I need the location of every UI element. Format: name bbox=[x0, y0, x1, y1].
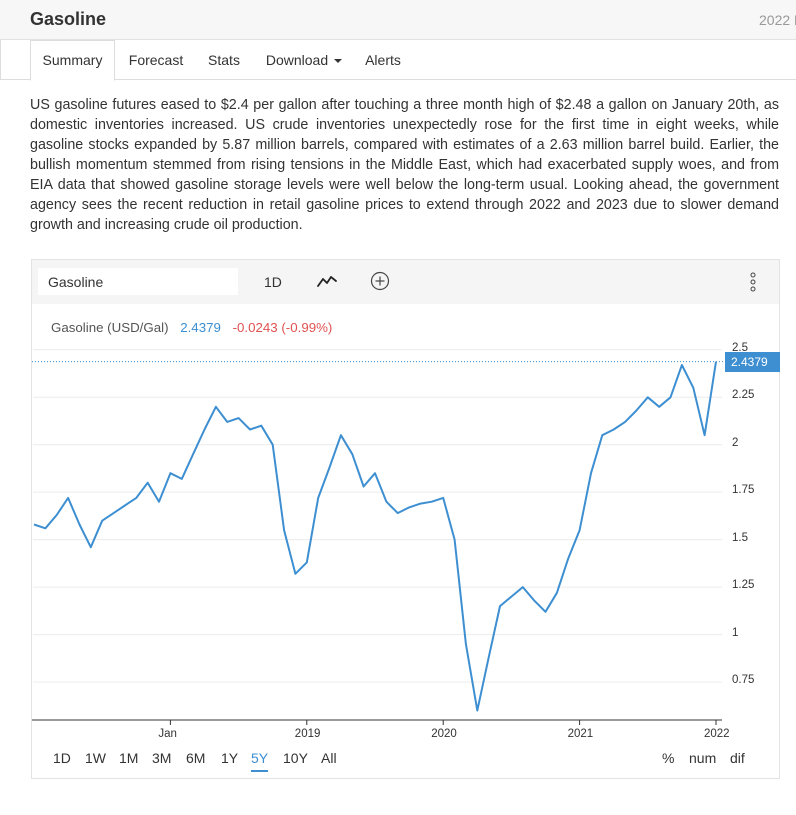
x-tick-label: 2019 bbox=[294, 728, 321, 740]
symbol-value: Gasoline bbox=[48, 274, 104, 290]
interval-selector[interactable]: 1D bbox=[264, 274, 282, 290]
range-1y[interactable]: 1Y bbox=[221, 750, 239, 766]
line-chart-icon[interactable] bbox=[317, 273, 337, 289]
x-tick-label: Jan bbox=[158, 728, 177, 740]
chart-legend: Gasoline (USD/Gal) 2.4379 -0.0243 (-0.99… bbox=[51, 320, 332, 335]
symbol-search-input[interactable]: Gasoline bbox=[38, 268, 238, 295]
range-10y[interactable]: 10Y bbox=[283, 750, 308, 766]
last-price-tag: 2.4379 bbox=[725, 351, 780, 372]
summary-paragraph: US gasoline futures eased to $2.4 per ga… bbox=[30, 97, 779, 233]
x-tick-label: 2022 bbox=[704, 728, 730, 740]
date-label: 2022 D bbox=[759, 12, 796, 28]
add-circle-icon[interactable] bbox=[370, 271, 390, 291]
range-all[interactable]: All bbox=[321, 750, 337, 766]
price-chart[interactable] bbox=[32, 260, 779, 750]
y-tick-label: 1 bbox=[732, 626, 739, 639]
tab-forecast[interactable]: Forecast bbox=[128, 52, 184, 68]
range-6m[interactable]: 6M bbox=[186, 750, 206, 766]
legend-change: -0.0243 (-0.99%) bbox=[232, 320, 333, 335]
chart-toolbar: Gasoline 1D bbox=[32, 260, 779, 304]
y-tick-label: 1.75 bbox=[732, 484, 755, 497]
x-tick-label: 2020 bbox=[431, 728, 457, 740]
mode-num[interactable]: num bbox=[689, 750, 717, 766]
legend-price: 2.4379 bbox=[180, 320, 221, 335]
x-tick-label: 2021 bbox=[567, 728, 594, 740]
y-tick-label: 2.5 bbox=[732, 341, 748, 354]
range-1d[interactable]: 1D bbox=[53, 750, 71, 766]
range-1w[interactable]: 1W bbox=[85, 750, 106, 766]
legend-name: Gasoline (USD/Gal) bbox=[51, 320, 169, 335]
more-vertical-icon[interactable] bbox=[748, 271, 758, 293]
tab-stats[interactable]: Stats bbox=[208, 52, 240, 68]
y-tick-label: 1.25 bbox=[732, 579, 755, 592]
y-tick-label: 2 bbox=[732, 436, 739, 449]
tab-alerts[interactable]: Alerts bbox=[365, 52, 401, 68]
y-tick-label: 0.75 bbox=[732, 674, 755, 687]
mode-percent[interactable]: % bbox=[662, 750, 675, 766]
range-5y[interactable]: 5Y bbox=[251, 750, 269, 772]
range-selector: 1D 1W 1M 3M 6M 1Y 5Y 10Y All % num dif bbox=[32, 750, 779, 778]
tab-summary[interactable]: Summary bbox=[30, 40, 115, 81]
caret-down-icon bbox=[334, 59, 343, 63]
range-3m[interactable]: 3M bbox=[152, 750, 172, 766]
mode-dif[interactable]: dif bbox=[730, 750, 745, 766]
series-line bbox=[33, 361, 717, 712]
range-1m[interactable]: 1M bbox=[119, 750, 139, 766]
tab-divider bbox=[0, 40, 1, 80]
chart-card: Gasoline 1D Gasoline (USD/Gal) 2.4379 -0… bbox=[31, 259, 780, 779]
page-title: Gasoline bbox=[30, 9, 107, 29]
top-bar: Gasoline 2022 D bbox=[0, 0, 796, 40]
y-tick-label: 2.25 bbox=[732, 389, 755, 402]
tab-bar: Summary Forecast Stats Download Alerts bbox=[0, 40, 796, 81]
tab-download[interactable]: Download bbox=[256, 40, 352, 80]
y-tick-label: 1.5 bbox=[732, 531, 748, 544]
tab-download-label: Download bbox=[265, 52, 329, 68]
